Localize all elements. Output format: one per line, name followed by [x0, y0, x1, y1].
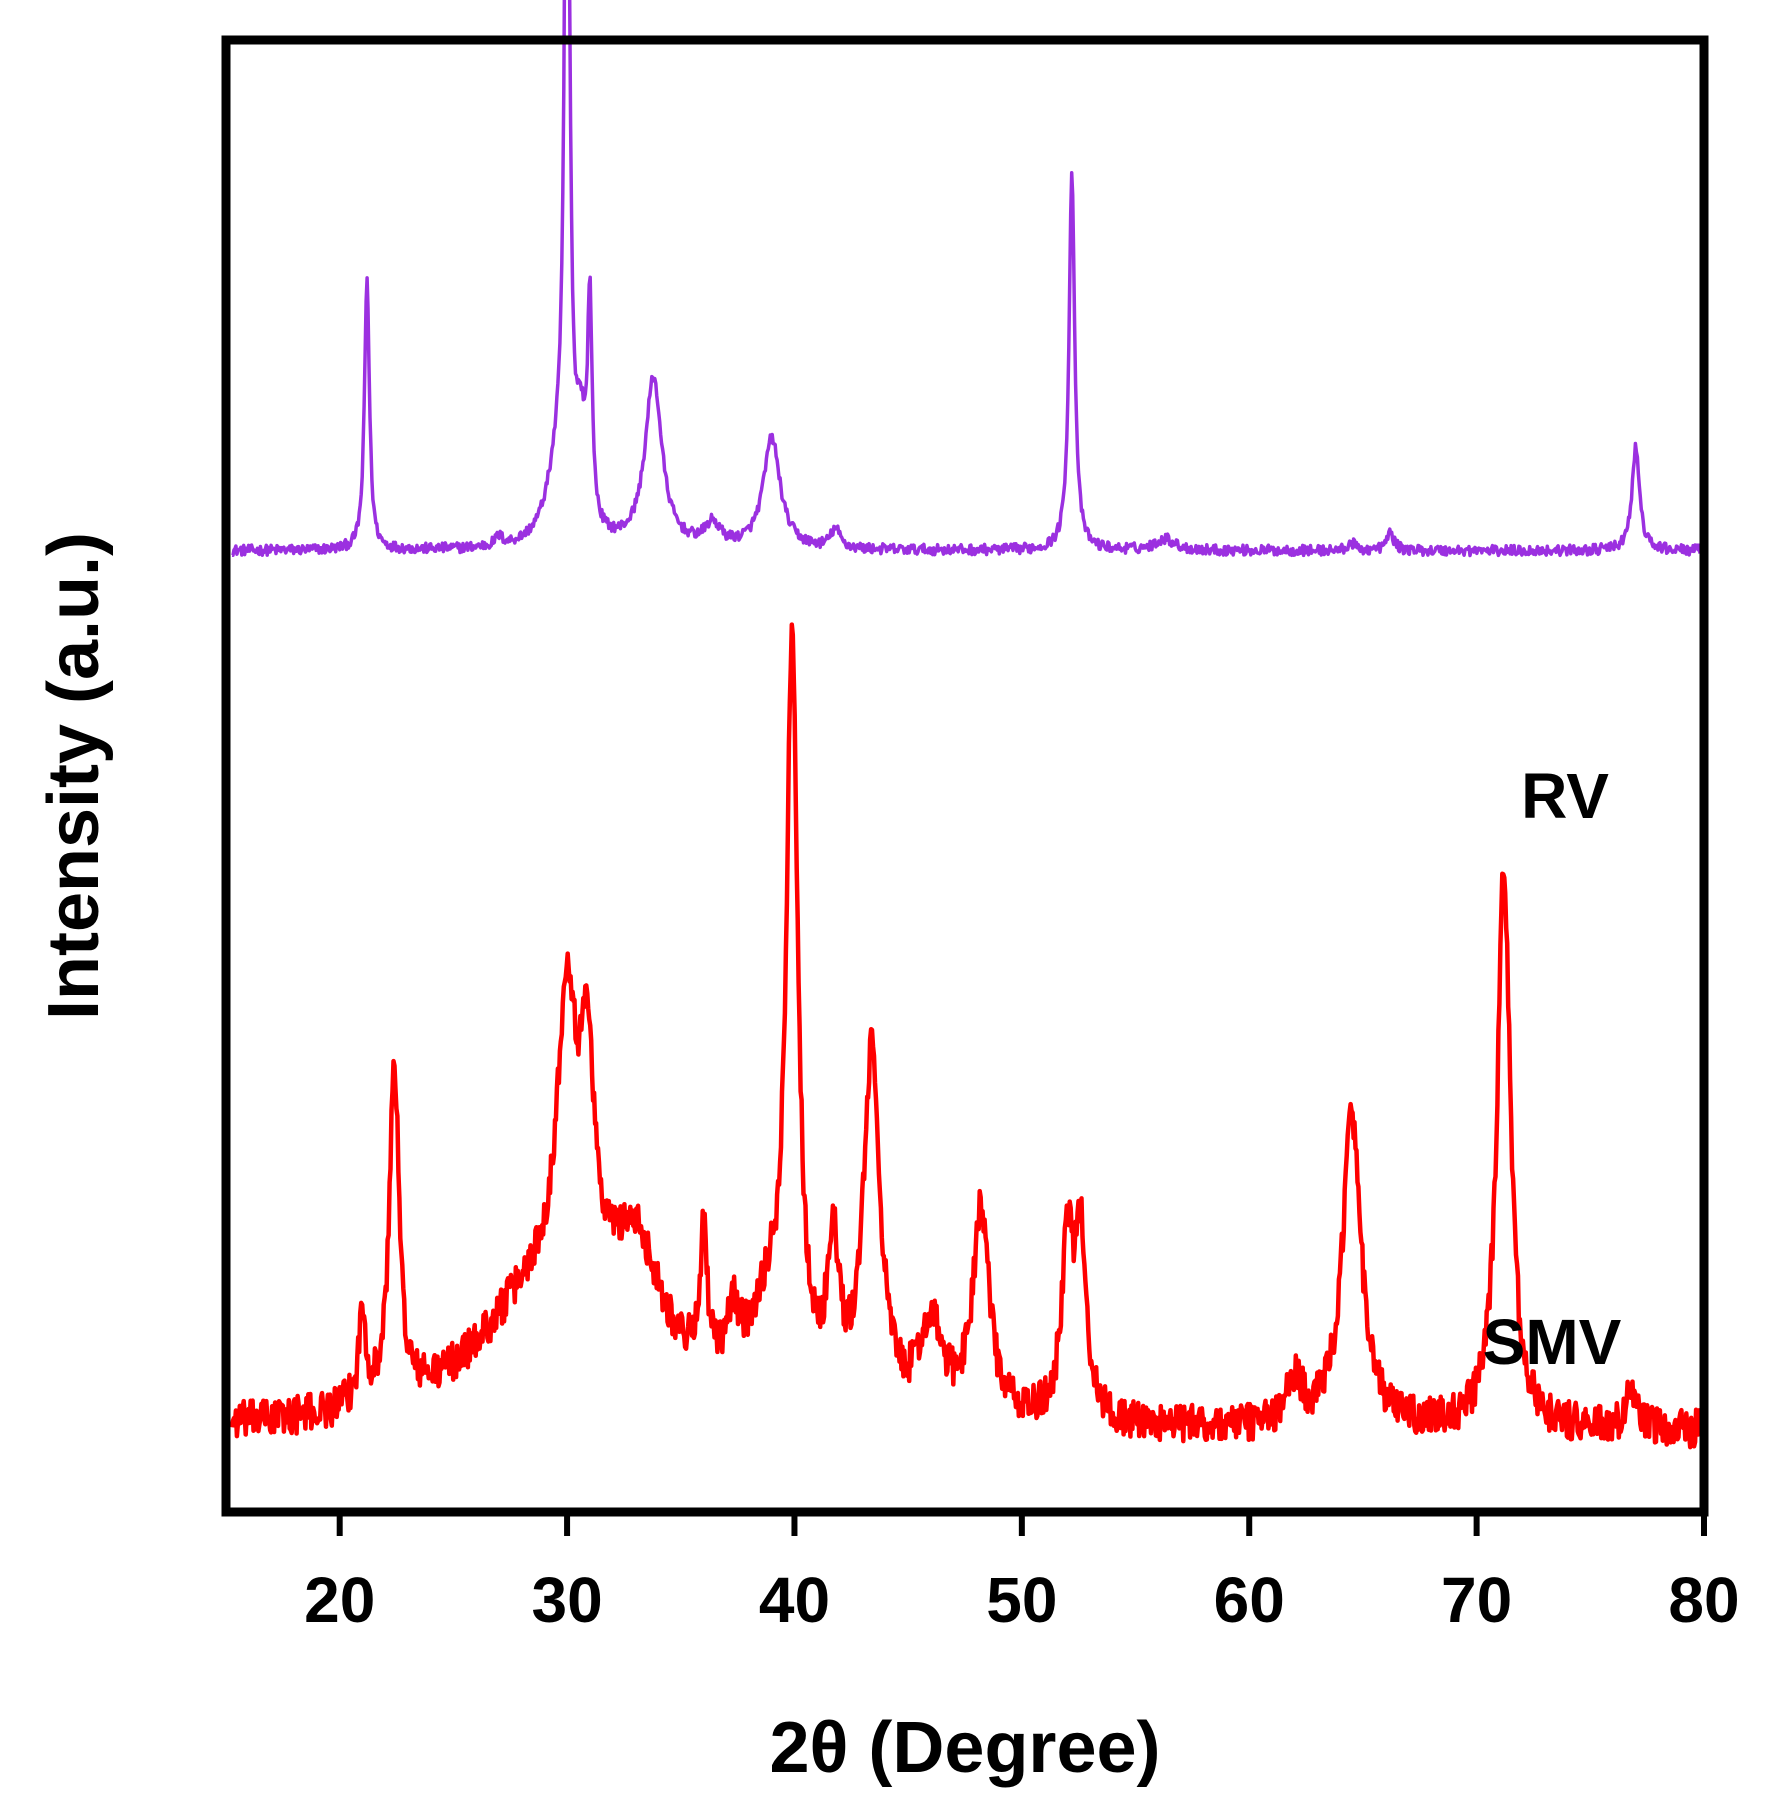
- series-label-smv: SMV: [1483, 1306, 1622, 1378]
- plot-frame: [221, 35, 1709, 1517]
- series-label-rv: RV: [1521, 760, 1609, 832]
- x-tick-label-30: 30: [531, 1564, 602, 1636]
- x-tick-label-70: 70: [1441, 1564, 1512, 1636]
- series-smv-line: [229, 622, 1703, 1450]
- series-labels: RV SMV: [1483, 760, 1622, 1378]
- x-axis-ticks: 20 30 40 50 60 70 80: [304, 1516, 1740, 1636]
- x-axis-label: 2θ (Degree): [769, 1708, 1160, 1788]
- x-tick-label-20: 20: [304, 1564, 375, 1636]
- y-axis-label: Intensity (a.u.): [34, 532, 114, 1020]
- series-rv-line: [231, 0, 1702, 558]
- x-tick-label-40: 40: [759, 1564, 830, 1636]
- x-tick-label-60: 60: [1214, 1564, 1285, 1636]
- x-tick-label-80: 80: [1668, 1564, 1739, 1636]
- series-layer: [229, 0, 1703, 1450]
- x-tick-label-50: 50: [986, 1564, 1057, 1636]
